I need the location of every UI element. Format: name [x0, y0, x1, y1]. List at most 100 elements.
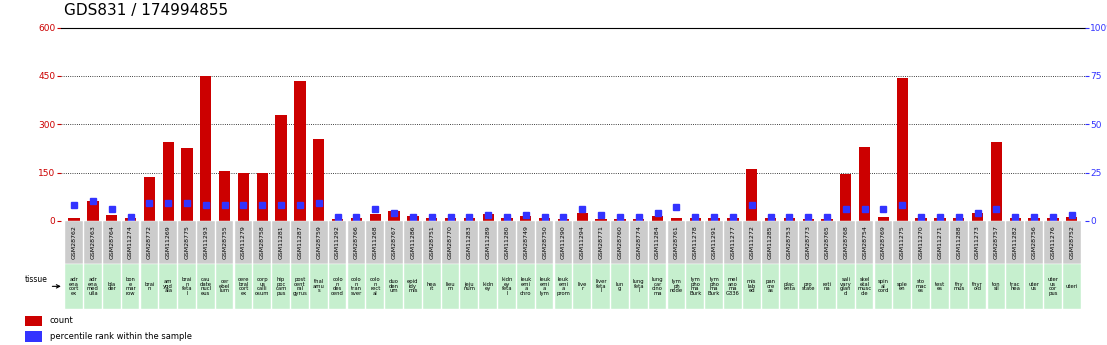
Bar: [216, 221, 234, 264]
Text: GSM11290: GSM11290: [561, 226, 566, 259]
Bar: [592, 221, 610, 264]
Bar: [461, 264, 478, 309]
Text: GSM11288: GSM11288: [956, 226, 961, 259]
Bar: [893, 264, 911, 309]
Bar: [818, 264, 836, 309]
Bar: [1010, 218, 1021, 221]
Text: corp
us
calli
osum: corp us calli osum: [255, 277, 269, 296]
Text: GSM11268: GSM11268: [373, 226, 377, 259]
Text: GSM11291: GSM11291: [712, 226, 716, 259]
Text: GSM28774: GSM28774: [637, 225, 641, 259]
Bar: [351, 218, 362, 221]
Text: pro
state: pro state: [801, 282, 815, 291]
Text: GSM28760: GSM28760: [618, 226, 622, 259]
Text: GSM28758: GSM28758: [260, 226, 265, 259]
Bar: [65, 264, 83, 309]
Text: GSM11286: GSM11286: [411, 226, 415, 259]
Bar: [272, 264, 290, 309]
Bar: [216, 264, 234, 309]
Text: live
r: live r: [578, 282, 587, 291]
Bar: [65, 221, 83, 264]
Text: GSM28767: GSM28767: [392, 225, 396, 259]
Bar: [238, 172, 249, 221]
Bar: [464, 218, 475, 221]
Text: test
es: test es: [934, 282, 945, 291]
Bar: [821, 219, 832, 221]
Text: lym
pho
ma
Burk: lym pho ma Burk: [707, 277, 721, 296]
Bar: [969, 221, 986, 264]
Bar: [991, 142, 1002, 221]
Bar: [840, 174, 851, 221]
Bar: [332, 219, 343, 221]
Bar: [784, 218, 795, 221]
Text: GSM28754: GSM28754: [862, 225, 867, 259]
Bar: [765, 218, 776, 221]
Text: trac
hea: trac hea: [1010, 282, 1021, 291]
Bar: [596, 219, 607, 221]
Text: adr
ena
cort
ex: adr ena cort ex: [69, 277, 80, 296]
Bar: [329, 221, 346, 264]
Bar: [442, 264, 459, 309]
Bar: [555, 264, 572, 309]
Text: ton
sil: ton sil: [992, 282, 1001, 291]
Text: GDS831 / 174994855: GDS831 / 174994855: [64, 3, 228, 18]
Bar: [407, 216, 418, 221]
Bar: [1063, 221, 1080, 264]
Text: leuk
emi
a
chro: leuk emi a chro: [520, 277, 531, 296]
Bar: [1066, 217, 1077, 221]
Text: GSM11294: GSM11294: [580, 225, 584, 259]
Bar: [633, 219, 644, 221]
Bar: [969, 264, 986, 309]
Bar: [200, 76, 211, 221]
Text: liver
feta
l: liver feta l: [596, 279, 607, 294]
Bar: [1044, 264, 1062, 309]
Text: GSM11271: GSM11271: [938, 226, 942, 259]
Bar: [122, 221, 139, 264]
Text: duo
den
um: duo den um: [389, 279, 399, 294]
Bar: [803, 219, 814, 221]
Text: GSM28755: GSM28755: [223, 226, 227, 259]
Text: colo
n
des
cend: colo n des cend: [331, 277, 344, 296]
Bar: [366, 221, 384, 264]
Bar: [950, 221, 968, 264]
Text: lym
pho
ma
Burk: lym pho ma Burk: [689, 277, 702, 296]
Text: mel
ano
ma
G336: mel ano ma G336: [726, 277, 739, 296]
Bar: [837, 221, 855, 264]
Text: GSM28749: GSM28749: [524, 225, 528, 259]
Bar: [1006, 221, 1024, 264]
Bar: [611, 264, 629, 309]
Bar: [348, 221, 365, 264]
Text: adr
ena
med
ulla: adr ena med ulla: [87, 277, 99, 296]
Text: leuk
emi
a
prom: leuk emi a prom: [557, 277, 570, 296]
Bar: [799, 221, 817, 264]
Text: cau
date
nucl
eus: cau date nucl eus: [200, 277, 211, 296]
Text: GSM28771: GSM28771: [599, 225, 603, 259]
Bar: [837, 264, 855, 309]
Text: epid
idy
mis: epid idy mis: [407, 279, 418, 294]
Text: lun
g: lun g: [615, 282, 624, 291]
Text: GSM28766: GSM28766: [354, 226, 359, 259]
Bar: [573, 221, 591, 264]
Text: sto
mac
es: sto mac es: [915, 279, 927, 294]
Bar: [257, 172, 268, 221]
Bar: [573, 264, 591, 309]
Text: bla
der: bla der: [107, 282, 116, 291]
Text: plac
enta: plac enta: [784, 282, 795, 291]
Text: uteri: uteri: [1065, 284, 1078, 289]
Text: cer
ebel
lum: cer ebel lum: [219, 279, 230, 294]
Bar: [442, 221, 459, 264]
Text: GSM28768: GSM28768: [844, 226, 848, 259]
Bar: [25, 331, 42, 342]
Text: GSM28762: GSM28762: [72, 225, 76, 259]
Bar: [501, 218, 513, 221]
Bar: [668, 221, 685, 264]
Bar: [479, 264, 497, 309]
Bar: [310, 221, 328, 264]
Bar: [254, 264, 271, 309]
Text: sali
vary
glan
d: sali vary glan d: [840, 277, 851, 296]
Bar: [276, 115, 287, 221]
Text: thyr
oid: thyr oid: [972, 282, 983, 291]
Text: brai
n: brai n: [144, 282, 155, 291]
Bar: [875, 264, 892, 309]
Text: bon
e
mar
row: bon e mar row: [125, 277, 136, 296]
